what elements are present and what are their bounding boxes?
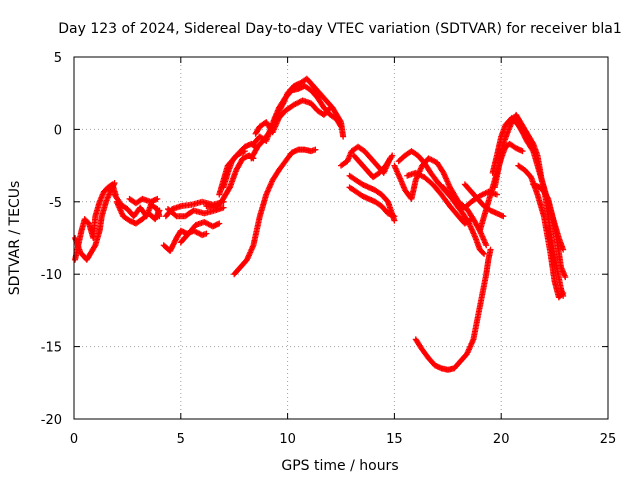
x-tick-label: 0 [70,432,78,447]
x-tick-label: 10 [279,432,296,447]
data-point [111,179,118,186]
data-point [389,152,396,159]
x-axis-label: GPS time / hours [281,458,398,474]
data-point [562,274,569,281]
series-arc-9 [177,219,223,246]
series-arc-12 [220,148,248,191]
series-arc-5 [126,195,161,207]
y-tick-label: 0 [54,123,62,138]
data-point [467,217,474,224]
series-arc-31 [530,181,569,281]
data-point [487,246,494,253]
data-point [220,204,227,211]
data-point [544,194,551,201]
series-arc-20 [350,152,396,181]
data-point [559,291,566,298]
data-point [493,191,500,198]
data-points [72,75,569,373]
data-point [327,104,334,111]
chart-title: Day 123 of 2024, Sidereal Day-to-day VTE… [58,21,621,37]
data-point [154,195,161,202]
y-axis-label: SDTVAR / TECUs [7,181,23,296]
data-point [241,148,248,155]
y-tick-label: -20 [41,413,62,428]
y-tick-label: -10 [41,268,62,283]
plot-frame [73,56,609,420]
series-arc-2 [72,179,118,263]
data-point [337,122,344,129]
data-point [481,250,488,257]
data-point [483,242,490,249]
data-point [338,123,344,130]
x-tick-label: 15 [386,432,403,447]
data-point [216,220,223,227]
axis-ticks: 0 5 10 15 20 25 5 0 -5 -10 -15 -20 [41,51,617,447]
grid-lines [74,57,608,419]
data-point [388,153,395,160]
data-point [529,146,536,153]
data-point [91,243,98,250]
x-tick-label: 25 [600,432,617,447]
x-tick-label: 5 [177,432,185,447]
series-arc-16 [252,97,334,137]
series-arc-29 [515,162,567,301]
data-point [326,105,333,112]
series-arc-30 [412,246,494,373]
data-point [480,249,487,256]
series-arc-15 [250,82,344,147]
data-point [340,133,347,140]
y-tick-label: -15 [41,341,62,356]
data-point [519,148,526,155]
x-tick-label: 20 [493,432,510,447]
data-point [391,213,398,220]
data-point [500,213,507,220]
series-arc-4 [113,198,163,227]
series-arc-13 [231,146,319,278]
series-arc-19 [346,184,398,220]
data-point [203,230,210,237]
data-point [156,207,163,214]
y-tick-label: -5 [49,196,62,211]
data-point [468,216,475,223]
y-tick-label: 5 [54,51,62,66]
data-point [312,146,319,153]
data-point [226,185,233,192]
data-point [560,290,567,297]
series-arc-23 [404,169,475,227]
